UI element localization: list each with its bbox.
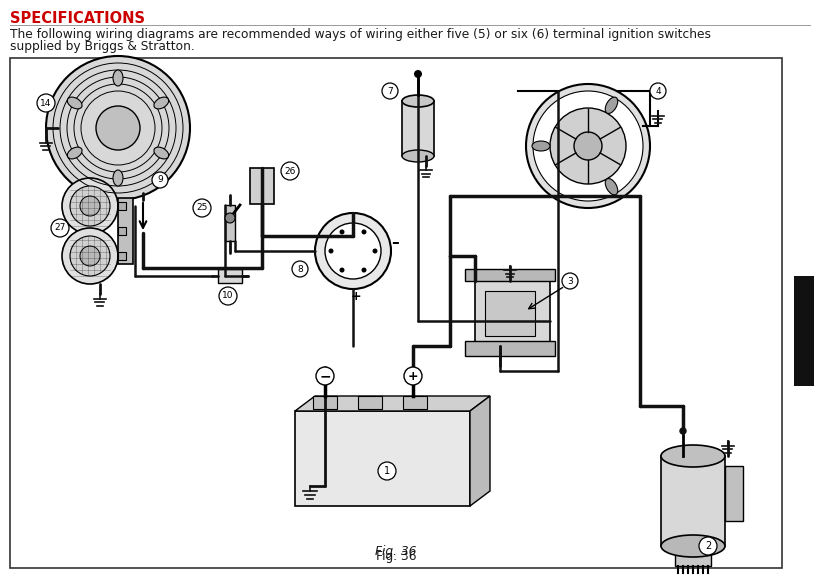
Bar [10, 58, 781, 568]
Circle shape [525, 84, 649, 208]
Ellipse shape [113, 70, 123, 86]
Circle shape [698, 537, 716, 555]
Circle shape [224, 213, 235, 223]
Bar [660, 456, 724, 546]
Bar [218, 269, 242, 283]
Ellipse shape [67, 147, 82, 159]
Circle shape [80, 196, 100, 216]
Text: Fig. 36: Fig. 36 [375, 545, 416, 558]
Circle shape [361, 230, 366, 234]
Circle shape [679, 428, 686, 434]
Text: 8: 8 [296, 264, 302, 274]
Circle shape [192, 199, 210, 217]
Bar [224, 205, 235, 241]
Text: –: – [391, 236, 398, 250]
Circle shape [414, 70, 422, 78]
Circle shape [37, 94, 55, 112]
Text: 25: 25 [196, 203, 207, 213]
Ellipse shape [154, 147, 169, 159]
Text: 27: 27 [54, 223, 66, 233]
Circle shape [51, 219, 69, 237]
Circle shape [80, 246, 100, 266]
Bar [793, 276, 813, 386]
Ellipse shape [67, 97, 82, 109]
Ellipse shape [660, 535, 724, 557]
Text: The following wiring diagrams are recommended ways of wiring either five (5) or : The following wiring diagrams are recomm… [10, 28, 710, 41]
Ellipse shape [113, 170, 123, 186]
Bar [313, 396, 337, 409]
Text: 14: 14 [40, 98, 52, 107]
Text: 7: 7 [387, 87, 392, 96]
Bar [724, 466, 742, 521]
Circle shape [315, 367, 333, 385]
Text: +: + [407, 370, 418, 383]
Bar [474, 281, 550, 346]
Ellipse shape [401, 95, 433, 107]
Circle shape [404, 367, 422, 385]
Bar [402, 396, 427, 409]
Circle shape [361, 268, 366, 272]
Ellipse shape [604, 97, 617, 114]
Circle shape [561, 273, 577, 289]
Text: 9: 9 [157, 175, 163, 185]
Ellipse shape [154, 97, 169, 109]
Ellipse shape [660, 445, 724, 467]
Text: 3: 3 [567, 277, 572, 285]
Bar [295, 411, 469, 506]
Circle shape [339, 268, 344, 272]
Circle shape [219, 287, 237, 305]
Circle shape [62, 178, 118, 234]
Text: 4: 4 [654, 87, 660, 96]
Circle shape [70, 236, 110, 276]
Bar [118, 202, 126, 210]
Bar [250, 168, 274, 204]
Text: SPECIFICATIONS: SPECIFICATIONS [10, 11, 145, 26]
Circle shape [550, 108, 625, 184]
Circle shape [378, 462, 396, 480]
Circle shape [46, 56, 190, 200]
Bar [401, 101, 433, 156]
Bar [464, 341, 554, 356]
Bar [464, 269, 554, 281]
Ellipse shape [532, 141, 550, 151]
Polygon shape [295, 396, 490, 411]
Circle shape [281, 162, 299, 180]
Circle shape [328, 248, 333, 254]
Circle shape [339, 230, 344, 234]
Circle shape [152, 172, 168, 188]
Polygon shape [469, 396, 490, 506]
Circle shape [382, 83, 397, 99]
Ellipse shape [604, 179, 617, 195]
Text: supplied by Briggs & Stratton.: supplied by Briggs & Stratton. [10, 40, 195, 53]
Bar [118, 227, 126, 235]
Text: 10: 10 [222, 291, 233, 301]
Text: 26: 26 [284, 166, 296, 175]
Text: −: − [319, 369, 330, 383]
Text: 2: 2 [704, 541, 710, 551]
Circle shape [324, 223, 381, 279]
Circle shape [96, 106, 140, 150]
Bar [118, 252, 126, 260]
Circle shape [62, 228, 118, 284]
Circle shape [292, 261, 308, 277]
Circle shape [372, 248, 377, 254]
Bar [358, 396, 382, 409]
Bar [484, 291, 534, 336]
Text: Fig. 36: Fig. 36 [375, 550, 416, 563]
Circle shape [314, 213, 391, 289]
Text: 1: 1 [383, 466, 390, 476]
Circle shape [573, 132, 601, 160]
Ellipse shape [401, 150, 433, 162]
Text: +: + [351, 289, 361, 302]
Bar [118, 198, 133, 264]
Circle shape [649, 83, 665, 99]
Circle shape [532, 91, 642, 201]
Bar [674, 544, 710, 566]
Circle shape [70, 186, 110, 226]
